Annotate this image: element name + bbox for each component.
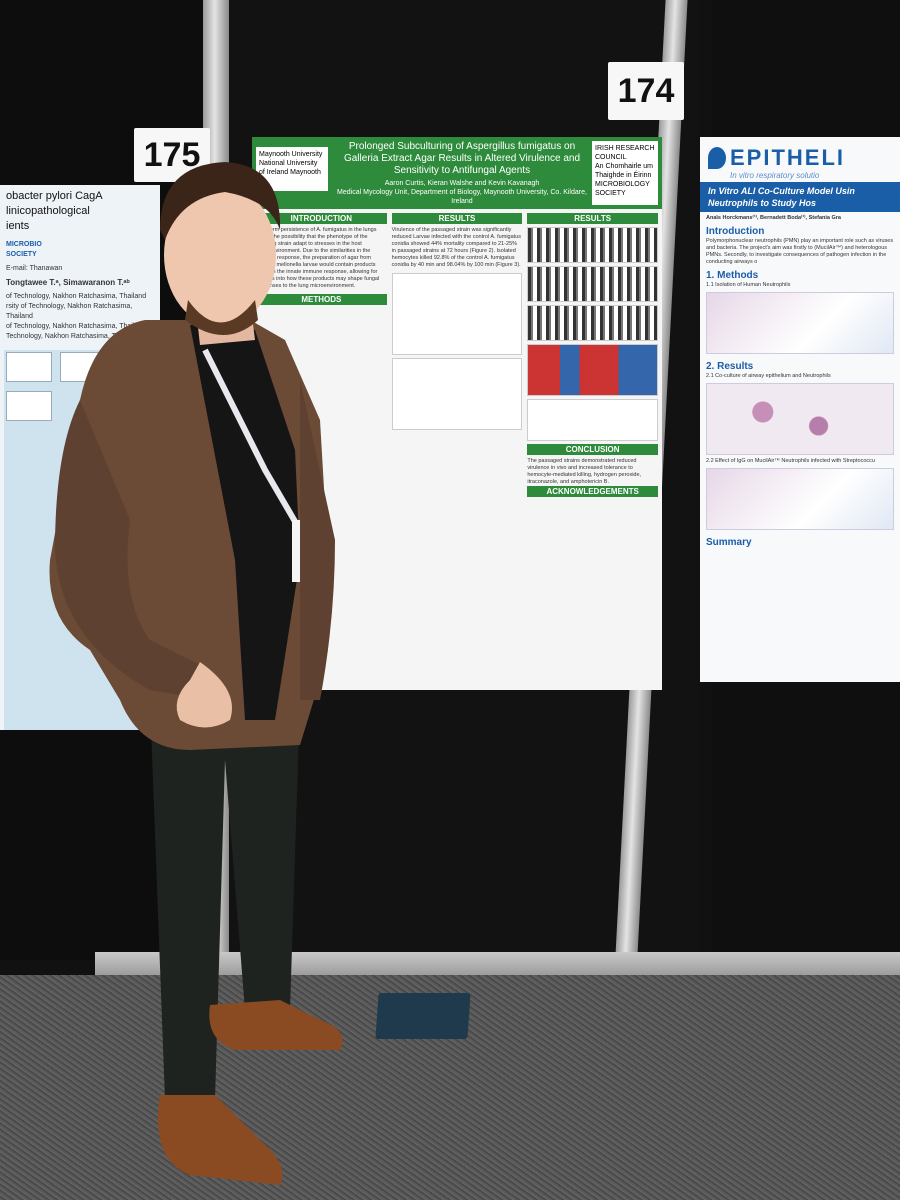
results-text: Virulence of the passaged strain was sig… — [391, 227, 521, 268]
poster-main-col-3: RESULTS CONCLUSION The passaged strains … — [527, 213, 659, 690]
section-introduction: INTRODUCTION — [256, 213, 387, 224]
poster-left-affiliations: of Technology, Nakhon Ratchasima, Thaila… — [6, 293, 147, 340]
poster-left-chart — [6, 391, 52, 421]
methods-figure — [706, 292, 894, 354]
results-chart-figure — [706, 468, 894, 530]
board-number-175: 175 — [134, 128, 210, 182]
poster-left-body — [4, 350, 156, 730]
floor-mat — [375, 993, 471, 1039]
microscopy-figure — [706, 383, 894, 455]
epithelix-tagline: In vitro respiratory solutio — [730, 171, 820, 180]
poster-main-authors: Aaron Curtis, Kieran Walshe and Kevin Ka… — [336, 179, 588, 206]
poster-main-header: Maynooth University National University … — [252, 137, 662, 209]
section-results-right: 2. Results — [706, 361, 754, 372]
poster-left-email: E-mail: Thanawan — [6, 265, 63, 272]
poster-right-title: In Vitro ALI Co-Culture Model Usin Neutr… — [700, 182, 900, 212]
poster-left-logo: MICROBIO SOCIETY — [6, 241, 42, 258]
heatmap-figure — [527, 344, 659, 396]
poster-main-title: Prolonged Subculturing of Aspergillus fu… — [343, 141, 581, 176]
section-methods: METHODS — [256, 294, 387, 305]
epithelix-brand: EPITHELI — [700, 137, 900, 171]
bar-chart-figure — [527, 227, 659, 263]
cytotoxicity-chart-figure — [391, 358, 523, 430]
poster-main-col-1: INTRODUCTION long-term persistence of A.… — [256, 213, 387, 690]
section-results: RESULTS — [391, 213, 523, 224]
results-subheading-2: 2.2 Effect of IgG on MucilAir™ Neutrophi… — [706, 458, 875, 464]
section-acknowledgements: ACKNOWLEDGEMENTS — [527, 486, 659, 497]
introduction-text: long-term persistence of A. fumigatus in… — [256, 227, 380, 289]
introduction-text-right: Polymorphonuclear neutrophils (PMN) play… — [706, 238, 894, 265]
maynooth-logo: Maynooth University National University … — [256, 147, 328, 191]
poster-left-chart — [6, 352, 52, 382]
epithelix-brand-text: EPITHELI — [730, 145, 846, 170]
survival-chart-figure — [391, 273, 523, 355]
poster-main: Maynooth University National University … — [252, 137, 662, 690]
conclusion-text: The passaged strains demonstrated reduce… — [527, 458, 642, 485]
bar-chart-figure — [527, 266, 659, 302]
section-results-2: RESULTS — [527, 213, 659, 224]
poster-left-chart — [60, 352, 107, 382]
poster-main-affiliation: Medical Mycology Unit, Department of Bio… — [337, 189, 587, 205]
bar-chart-figure — [527, 305, 659, 341]
poster-main-author-names: Aaron Curtis, Kieran Walshe and Kevin Ka… — [384, 180, 540, 187]
poster-left-authors: Tongtawee T.ᵃ, Simawaranon T.ᵃᵇ — [6, 278, 130, 287]
epithelix-logo-icon — [708, 147, 726, 169]
results-subheading: 2.1 Co-culture of airway epithelium and … — [706, 373, 831, 379]
poster-left: obacter pylori CagA linicopathological i… — [0, 185, 160, 730]
poster-right-authors: Anaïs Horckmans⁽¹⁾, Bernadett Boda⁽¹⁾, S… — [706, 215, 841, 221]
poster-main-col-2: RESULTS Virulence of the passaged strain… — [391, 213, 523, 690]
section-methods-right: 1. Methods — [706, 270, 759, 281]
poster-right: EPITHELI In vitro respiratory solutio In… — [700, 137, 900, 682]
irish-research-council-logo: IRISH RESEARCH COUNCIL An Chomhairle um … — [592, 141, 658, 205]
section-summary-right: Summary — [706, 537, 752, 548]
volcano-plot-figure — [527, 399, 659, 441]
board-number-174: 174 — [608, 62, 684, 120]
section-introduction-right: Introduction — [706, 226, 765, 237]
methods-subheading: 1.1 Isolation of Human Neutrophils — [706, 282, 791, 288]
poster-left-title: obacter pylori CagA linicopathological i… — [6, 190, 103, 232]
section-conclusion: CONCLUSION — [527, 444, 659, 455]
